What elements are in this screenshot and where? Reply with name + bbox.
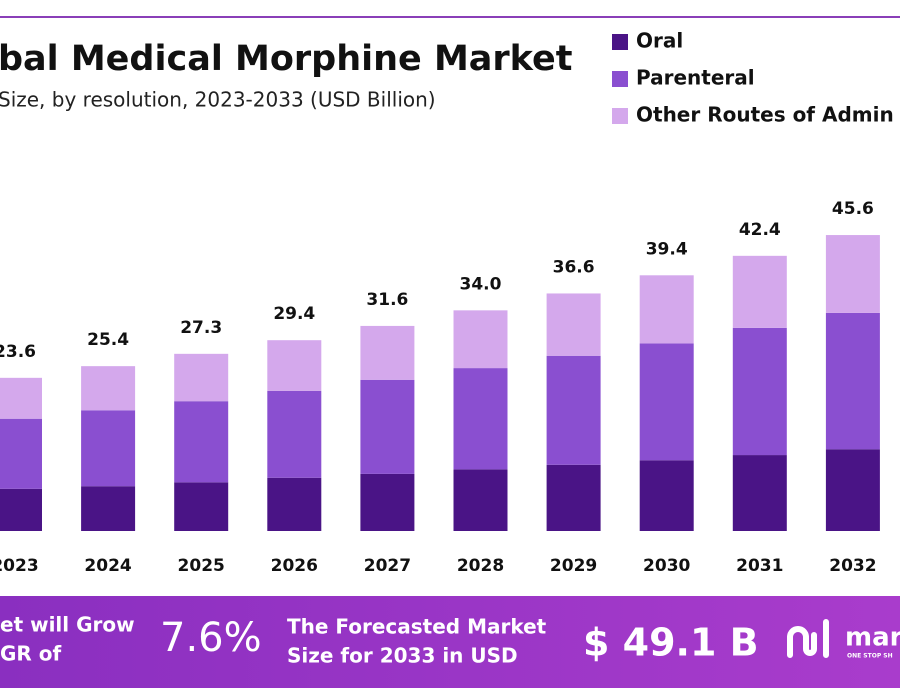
x-tick-label: 2027 bbox=[364, 556, 411, 576]
bar-segment bbox=[267, 477, 322, 531]
bar-segment bbox=[174, 482, 229, 531]
bar-segment bbox=[639, 460, 694, 531]
legend-label: Parenteral bbox=[636, 66, 755, 90]
total-label: 42.4 bbox=[739, 220, 781, 240]
x-tick-label: 2029 bbox=[550, 556, 597, 576]
logo: mar bbox=[845, 623, 900, 653]
banner-text: Size for 2033 in USD bbox=[287, 644, 518, 668]
bar-segment bbox=[174, 401, 229, 483]
bar-segment bbox=[453, 368, 508, 470]
chart-title: bal Medical Morphine Market bbox=[0, 39, 572, 79]
bar-segment bbox=[546, 355, 601, 465]
total-label: 29.4 bbox=[273, 304, 315, 324]
bar-segment bbox=[639, 275, 694, 344]
legend-label: Other Routes of Admin bbox=[636, 103, 894, 127]
bar-segment bbox=[81, 410, 136, 487]
bar-segment bbox=[732, 455, 787, 531]
bar-segment bbox=[639, 343, 694, 461]
total-label: 36.6 bbox=[553, 257, 595, 277]
x-tick-label: 2026 bbox=[271, 556, 318, 576]
bar-segment bbox=[174, 353, 229, 402]
banner-text: GR of bbox=[0, 642, 62, 666]
bar-segment bbox=[825, 235, 880, 313]
banner bbox=[0, 596, 900, 688]
x-tick-label: 2032 bbox=[829, 556, 876, 576]
bar-segment bbox=[825, 312, 880, 450]
bar-segment bbox=[360, 473, 415, 531]
bar-segment bbox=[453, 469, 508, 531]
legend-swatch bbox=[612, 108, 628, 124]
bar-segment bbox=[825, 449, 880, 531]
total-label: 27.3 bbox=[180, 318, 222, 338]
total-label: 31.6 bbox=[366, 290, 408, 310]
legend-swatch bbox=[612, 71, 628, 87]
bar-segment bbox=[360, 379, 415, 474]
bar-segment bbox=[732, 327, 787, 456]
total-label: 45.6 bbox=[832, 199, 874, 219]
total-label: 23.6 bbox=[0, 342, 36, 362]
x-tick-label: 2025 bbox=[178, 556, 225, 576]
plot: 23.6 2023 25.4 2024 27.3 2025 29.4 2026 31.6 2027… bbox=[0, 199, 880, 576]
legend-swatch bbox=[612, 34, 628, 50]
logo-icon bbox=[787, 619, 829, 658]
bar-segment bbox=[0, 377, 42, 419]
bar-segment bbox=[81, 366, 136, 411]
banner-text: et will Grow bbox=[0, 613, 135, 637]
total-label: 25.4 bbox=[87, 330, 129, 350]
bar-segment bbox=[0, 488, 42, 531]
bar-segment bbox=[360, 325, 415, 380]
cagr: 7.6% bbox=[160, 615, 262, 661]
bar-segment bbox=[546, 464, 601, 531]
bar-segment bbox=[267, 390, 322, 478]
bar-segment bbox=[732, 255, 787, 328]
legend-label: Oral bbox=[636, 29, 683, 53]
x-tick-label: 2030 bbox=[643, 556, 690, 576]
x-tick-label: 2024 bbox=[84, 556, 131, 576]
forecast-value: $ 49.1 B bbox=[583, 621, 759, 665]
logo-tagline: ONE STOP SH bbox=[847, 653, 893, 660]
legend: Oral Parenteral Other Routes of Admin bbox=[612, 29, 894, 127]
bar-segment bbox=[453, 310, 508, 369]
bar-segment bbox=[81, 486, 136, 531]
bar-segment bbox=[267, 340, 322, 391]
chart-subtitle: Size, by resolution, 2023-2033 (USD Bill… bbox=[0, 88, 436, 112]
total-label: 39.4 bbox=[646, 239, 688, 259]
banner-text: et will Grow GR of 7.6% The Forecasted M… bbox=[0, 613, 900, 668]
banner-text: The Forecasted Market bbox=[287, 615, 547, 639]
total-label: 34.0 bbox=[460, 274, 502, 294]
x-tick-label: 2028 bbox=[457, 556, 504, 576]
bar-segment bbox=[546, 293, 601, 356]
bar-segment bbox=[0, 418, 42, 489]
x-tick-label: 2023 bbox=[0, 556, 39, 576]
x-tick-label: 2031 bbox=[736, 556, 783, 576]
